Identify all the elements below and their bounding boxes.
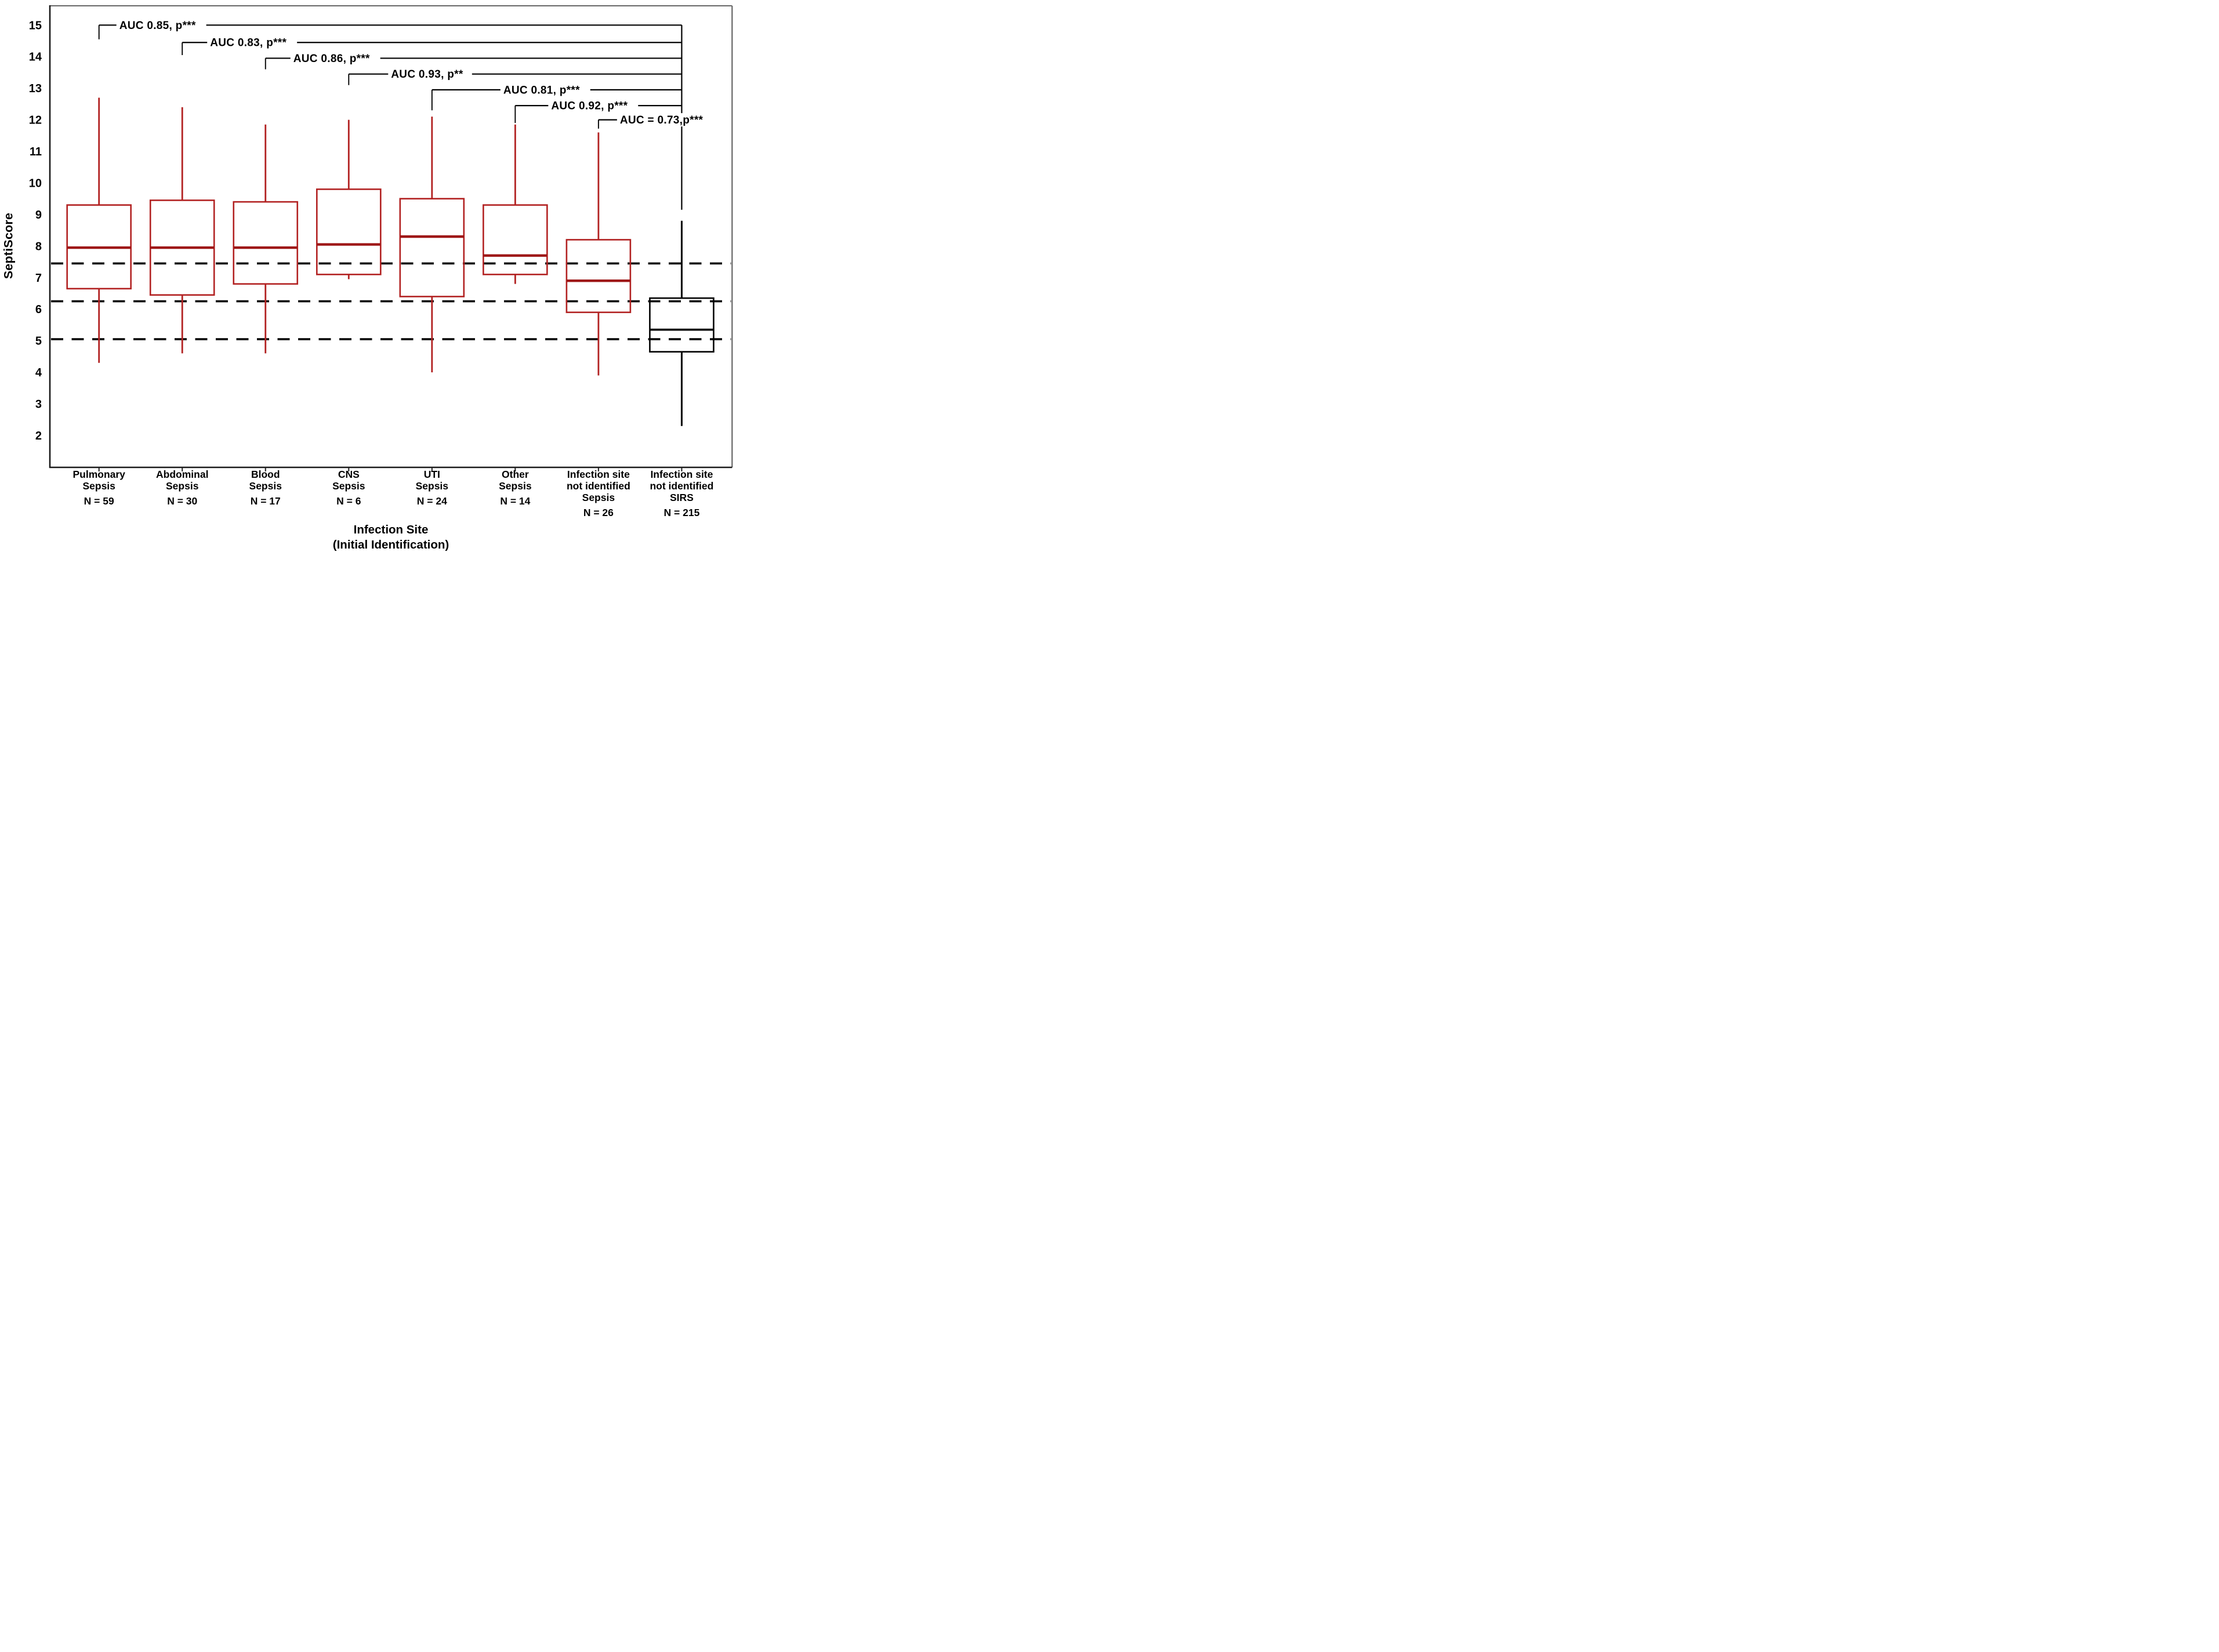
annotation-backing [290,51,380,65]
category-label-line: Sepsis [332,480,365,492]
boxplot-abdominal-sepsis [149,107,215,354]
category-n-label: N = 30 [167,495,197,507]
annotation-backing [207,35,298,49]
annotation-backing [617,113,713,127]
auc-annotation-label: AUC 0.81, p*** [503,84,580,96]
y-tick-label-7: 7 [35,272,42,285]
auc-annotation-4: AUC 0.93, p** [388,67,472,81]
y-tick-label-9: 9 [35,209,42,222]
category-label-line: Sepsis [166,480,199,492]
x-axis-title-line2: (Initial Identification) [332,538,449,551]
category-n-label: N = 215 [664,507,700,518]
auc-annotation-5: AUC 0.81, p*** [500,83,590,97]
box-rect-infection-site-not-identified-sirs [649,297,715,353]
y-tick-label-12: 12 [29,114,42,127]
y-tick-label-3: 3 [35,398,42,411]
y-tick-label-6: 6 [35,303,42,316]
boxplot-uti-sepsis [399,117,465,373]
category-label-line: Sepsis [582,492,615,503]
auc-annotation-label: AUC = 0.73,p*** [620,114,704,126]
category-label-line: not identified [650,480,713,492]
auc-annotation-1: AUC 0.85, p*** [116,18,206,32]
auc-annotation-label: AUC 0.92, p*** [551,100,628,112]
auc-annotation-6: AUC 0.92, p*** [548,99,639,112]
septiscore-boxplot-figure: SeptiScore 15 14 13 12 11 10 9 8 7 6 5 4 3 2 Pulmonary… [0,0,739,551]
category-n-label: N = 17 [251,495,281,507]
y-tick-label-2: 2 [35,430,42,442]
boxplot-pulmonary-sepsis [66,97,132,363]
box-rect-other-sepsis [483,204,548,275]
category-n-label: N = 26 [583,507,614,518]
category-label-line: Blood [251,469,280,480]
category-label-line: Pulmonary [72,469,125,480]
boxplot-infection-site-not-identified-sirs [649,220,715,426]
category-label-line: Sepsis [416,480,449,492]
category-n-label: N = 14 [500,495,530,507]
boxplot-other-sepsis [483,124,548,284]
category-label-line: CNS [338,469,360,480]
category-label-line: Abdominal [156,469,208,480]
category-label-line: Sepsis [499,480,532,492]
box-rect-infection-site-not-identified-sepsis [565,239,632,313]
category-label-line: Other [502,469,529,480]
category-label-line: Sepsis [249,480,282,492]
category-label-line: Infection site [567,469,630,480]
annotation-backing [500,83,590,97]
boxplot-blood-sepsis [233,124,299,354]
y-tick-label-5: 5 [35,335,42,348]
boxplot-infection-site-not-identified-sepsis [565,132,632,376]
auc-annotation-label: AUC 0.93, p** [391,68,463,81]
category-label-line: UTI [424,469,440,480]
category-label-line: Infection site [650,469,713,480]
auc-annotation-3: AUC 0.86, p*** [290,51,380,65]
auc-annotation-label: AUC 0.86, p*** [293,53,370,65]
y-tick-label-13: 13 [29,82,42,95]
category-n-label: N = 59 [84,495,114,507]
auc-annotation-label: AUC 0.83, p*** [210,37,287,49]
y-tick-label-14: 14 [29,51,42,64]
category-label-line: not identified [567,480,630,492]
annotation-backing [388,67,472,81]
x-axis-title: Infection Site (Initial Identification) [50,522,732,551]
auc-annotation-2: AUC 0.83, p*** [207,35,298,49]
x-axis-title-line1: Infection Site [353,523,429,536]
annotation-backing [548,99,639,112]
y-tick-label-10: 10 [29,177,42,190]
y-tick-label-4: 4 [35,366,42,379]
y-tick-label-8: 8 [35,240,42,253]
box-rect-uti-sepsis [399,198,465,297]
auc-annotation-label: AUC 0.85, p*** [119,20,196,32]
category-n-label: N = 24 [417,495,447,507]
category-n-label: N = 6 [336,495,361,507]
y-tick-label-11: 11 [30,146,42,158]
box-rect-blood-sepsis [233,201,299,285]
annotation-backing [116,18,206,32]
box-rect-cns-sepsis [316,188,382,275]
auc-annotation-7: AUC = 0.73,p*** [617,113,713,127]
category-label-line: Sepsis [82,480,115,492]
category-label-line: SIRS [670,492,694,503]
y-tick-label-15: 15 [29,19,42,32]
boxplot-cns-sepsis [316,119,382,279]
